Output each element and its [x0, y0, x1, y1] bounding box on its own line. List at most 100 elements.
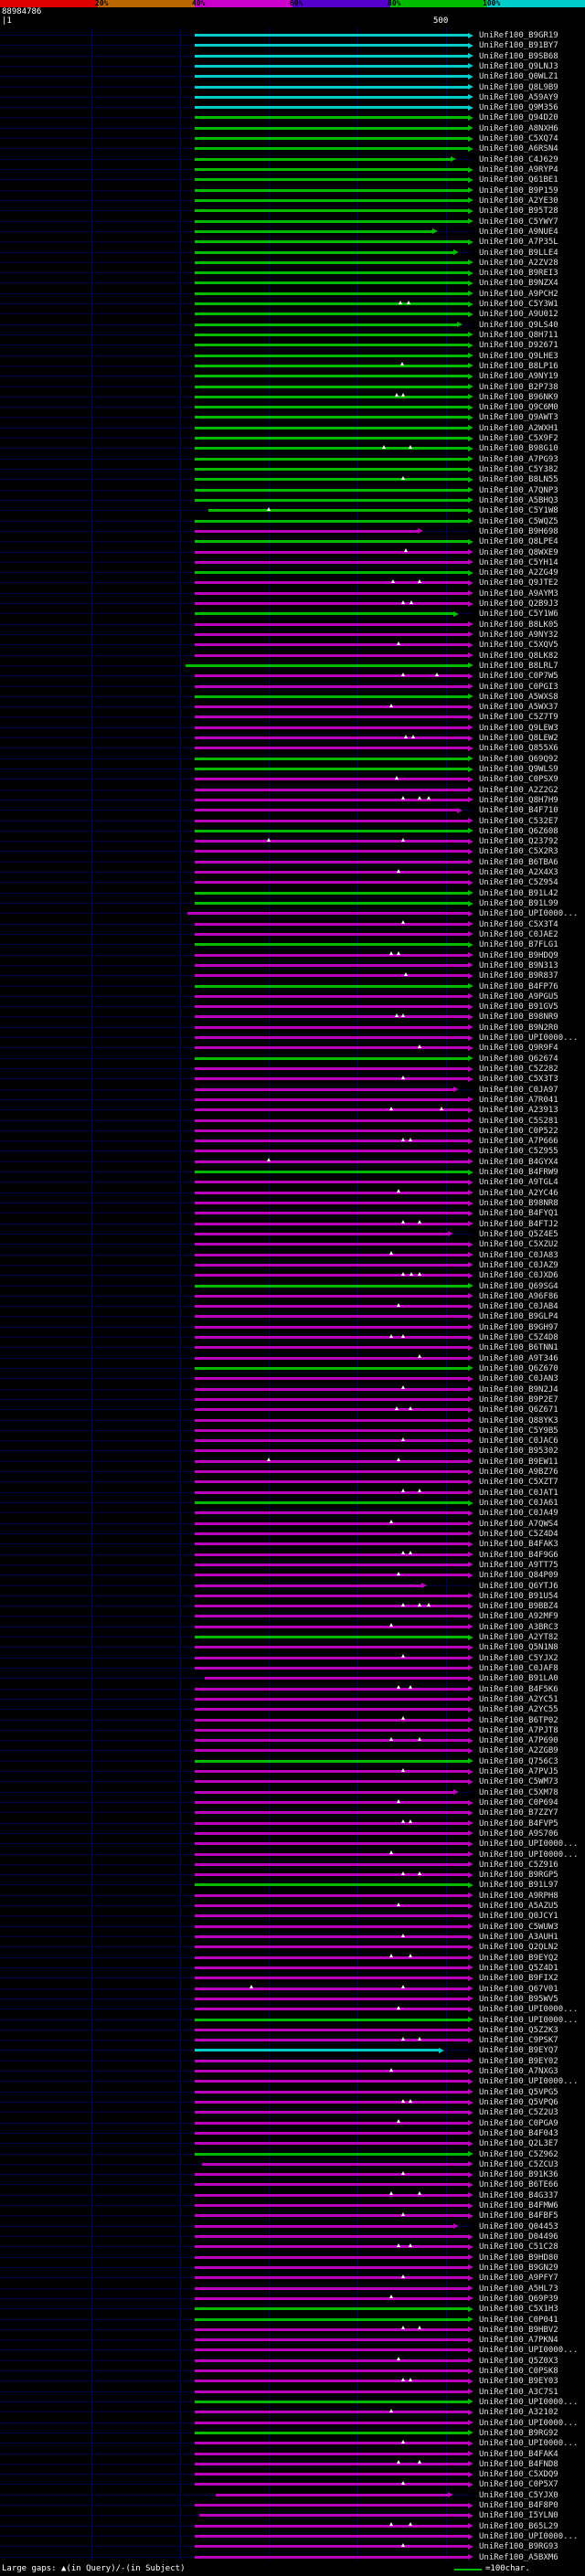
alignment-row[interactable]: UniRef100_Q9LEW3: [0, 723, 585, 733]
alignment-bar-arrow[interactable]: [468, 1644, 474, 1650]
alignment-bar-arrow[interactable]: [468, 1871, 474, 1878]
alignment-row[interactable]: UniRef100_B6TP02: [0, 1715, 585, 1725]
alignment-row[interactable]: UniRef100_B9RG93: [0, 2541, 585, 2551]
alignment-bar-arrow[interactable]: [468, 1303, 474, 1309]
alignment-bar-arrow[interactable]: [468, 579, 474, 586]
alignment-row[interactable]: UniRef100_B91K36: [0, 2169, 585, 2179]
alignment-row[interactable]: UniRef100_C5Z4D4: [0, 1529, 585, 1539]
alignment-bar-arrow[interactable]: [468, 797, 474, 803]
alignment-bar-arrow[interactable]: [452, 2223, 459, 2230]
alignment-bar-arrow[interactable]: [468, 631, 474, 638]
alignment-bar-arrow[interactable]: [468, 641, 474, 648]
alignment-bar-arrow[interactable]: [468, 2461, 474, 2467]
alignment-row[interactable]: UniRef100_B91U54: [0, 1591, 585, 1601]
alignment-bar[interactable]: [194, 1646, 469, 1649]
alignment-bar[interactable]: [194, 1305, 469, 1309]
alignment-bar[interactable]: [194, 1263, 469, 1267]
alignment-bar-arrow[interactable]: [468, 1283, 474, 1288]
alignment-bar-arrow[interactable]: [468, 962, 474, 969]
alignment-row[interactable]: UniRef100_A9TT75: [0, 1560, 585, 1570]
alignment-bar-arrow[interactable]: [468, 2171, 474, 2178]
alignment-bar[interactable]: [194, 2390, 469, 2393]
alignment-bar[interactable]: [194, 1015, 469, 1019]
alignment-bar-arrow[interactable]: [468, 1013, 474, 1020]
alignment-bar[interactable]: [194, 819, 469, 822]
alignment-bar[interactable]: [194, 1449, 469, 1453]
alignment-bar[interactable]: [194, 1563, 469, 1566]
alignment-bar[interactable]: [194, 922, 469, 926]
alignment-bar-arrow[interactable]: [468, 1479, 474, 1485]
alignment-bar-arrow[interactable]: [468, 94, 474, 101]
alignment-bar[interactable]: [194, 426, 469, 429]
alignment-bar[interactable]: [194, 1914, 469, 1918]
alignment-bar-arrow[interactable]: [468, 1975, 474, 1981]
alignment-bar[interactable]: [194, 1397, 469, 1401]
alignment-row[interactable]: UniRef100_A9T346: [0, 1353, 585, 1363]
alignment-bar-arrow[interactable]: [452, 249, 459, 255]
alignment-bar-arrow[interactable]: [468, 301, 474, 307]
alignment-row[interactable]: UniRef100_B2P738: [0, 382, 585, 392]
alignment-row[interactable]: UniRef100_B98NR8: [0, 1198, 585, 1208]
alignment-bar[interactable]: [194, 891, 469, 895]
alignment-bar[interactable]: [194, 2080, 469, 2083]
alignment-bar-arrow[interactable]: [468, 1386, 474, 1393]
alignment-bar[interactable]: [194, 1470, 469, 1474]
alignment-bar[interactable]: [194, 1459, 469, 1463]
alignment-bar[interactable]: [194, 1243, 469, 1246]
alignment-bar-arrow[interactable]: [468, 1293, 474, 1299]
alignment-bar[interactable]: [194, 2265, 469, 2269]
alignment-bar[interactable]: [194, 1728, 469, 1732]
alignment-row[interactable]: UniRef100_B4F043: [0, 2128, 585, 2138]
alignment-bar[interactable]: [194, 126, 469, 130]
alignment-row[interactable]: UniRef100_C0JAT1: [0, 1488, 585, 1498]
alignment-bar-arrow[interactable]: [468, 1634, 474, 1640]
alignment-bar-arrow[interactable]: [468, 1221, 474, 1227]
alignment-bar[interactable]: [194, 1749, 469, 1753]
alignment-row[interactable]: UniRef100_A9BZ76: [0, 1467, 585, 1477]
alignment-row[interactable]: UniRef100_C5XQ74: [0, 133, 585, 143]
alignment-bar-arrow[interactable]: [468, 1686, 474, 1692]
alignment-row[interactable]: UniRef100_B96NK9: [0, 392, 585, 402]
alignment-row[interactable]: UniRef100_C0JA83: [0, 1250, 585, 1260]
alignment-row[interactable]: UniRef100_B9H698: [0, 526, 585, 536]
alignment-bar-arrow[interactable]: [452, 1789, 459, 1796]
alignment-bar[interactable]: [194, 2121, 469, 2125]
alignment-bar[interactable]: [194, 1036, 469, 1040]
alignment-bar-arrow[interactable]: [468, 879, 474, 885]
alignment-row[interactable]: UniRef100_B6TNN1: [0, 1342, 585, 1352]
alignment-bar[interactable]: [194, 34, 469, 37]
alignment-row[interactable]: UniRef100_B4FBF5: [0, 2210, 585, 2221]
alignment-bar-arrow[interactable]: [450, 156, 456, 163]
alignment-bar[interactable]: [194, 2152, 469, 2156]
alignment-row[interactable]: UniRef100_A2YC51: [0, 1694, 585, 1704]
alignment-bar[interactable]: [194, 591, 469, 595]
alignment-row[interactable]: UniRef100_A2YC55: [0, 1704, 585, 1714]
alignment-row[interactable]: UniRef100_Q23792: [0, 836, 585, 846]
alignment-row[interactable]: UniRef100_C5WUW3: [0, 1922, 585, 1932]
alignment-bar-arrow[interactable]: [468, 1210, 474, 1216]
alignment-row[interactable]: UniRef100_A7QNP3: [0, 485, 585, 495]
alignment-row[interactable]: UniRef100_Q5VPG5: [0, 2087, 585, 2097]
alignment-bar[interactable]: [194, 1387, 469, 1391]
alignment-bar[interactable]: [194, 1150, 469, 1153]
alignment-bar[interactable]: [194, 1511, 469, 1515]
alignment-row[interactable]: UniRef100_UPI0000...: [0, 2438, 585, 2448]
alignment-bar[interactable]: [194, 829, 469, 832]
alignment-bar[interactable]: [194, 1574, 469, 1577]
alignment-bar-arrow[interactable]: [468, 239, 474, 245]
alignment-bar[interactable]: [194, 643, 469, 647]
alignment-bar[interactable]: [194, 1625, 469, 1628]
alignment-row[interactable]: UniRef100_Q2QLN2: [0, 1942, 585, 1952]
alignment-row[interactable]: UniRef100_A9PFY7: [0, 2273, 585, 2283]
alignment-row[interactable]: UniRef100_C5XZT7: [0, 1477, 585, 1487]
alignment-bar-arrow[interactable]: [468, 1840, 474, 1847]
alignment-row[interactable]: UniRef100_B95WV5: [0, 1994, 585, 2004]
alignment-row[interactable]: UniRef100_A92MF9: [0, 1611, 585, 1621]
alignment-bar[interactable]: [194, 385, 469, 388]
alignment-bar[interactable]: [194, 178, 469, 182]
alignment-bar[interactable]: [194, 840, 469, 843]
alignment-row[interactable]: UniRef100_C0P694: [0, 1797, 585, 1807]
alignment-bar-arrow[interactable]: [468, 445, 474, 451]
alignment-row[interactable]: UniRef100_Q2L3E7: [0, 2138, 585, 2148]
alignment-bar[interactable]: [194, 406, 469, 409]
